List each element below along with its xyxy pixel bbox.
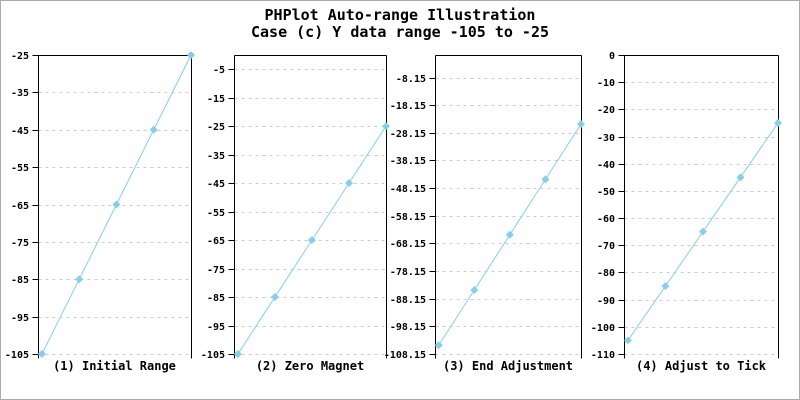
y-gridlines [38,92,192,355]
data-markers [233,122,390,358]
tick-label: -80 [597,268,615,279]
tick-label: -68.15 [390,239,426,250]
y-ticks: 0 -10 -20 -30 -40 -50 -60 -70 -80 -90 -100 -110 [591,51,625,361]
y-gridlines [435,78,582,355]
tick-label: -55 [11,163,29,174]
tick-label: -40 [597,160,615,171]
diamond-marker [75,275,84,284]
tick-label: -78.15 [390,267,426,278]
chart-title-line2: Case (c) Y data range -105 to -25 [250,23,549,41]
diamond-marker [736,173,745,182]
tick-label: -100 [591,323,615,334]
diamond-marker [149,125,158,134]
axes [624,55,779,359]
tick-label: 0 [609,51,615,62]
diamond-marker [307,236,316,245]
axes [435,55,582,359]
tick-label: -28.15 [390,129,426,140]
tick-label: -65 [11,201,29,212]
data-markers [623,118,782,345]
axes [234,55,387,359]
y-gridlines [624,82,779,355]
tick-label: -48.15 [390,184,426,195]
tick-label: -105 [5,350,29,361]
tick-label: -88.15 [390,295,426,306]
diamond-marker [541,175,550,184]
tick-label: -105 [201,350,225,361]
subplot-3-caption: (3) End Adjustment [442,359,574,373]
tick-label: -90 [597,296,615,307]
tick-label: -38.15 [390,156,426,167]
tick-label: -65 [207,236,225,247]
diamond-marker [661,282,670,291]
diamond-marker [623,336,632,345]
tick-label: -25 [11,51,29,62]
y-gridlines [234,69,387,355]
tick-label: -58.15 [390,212,426,223]
tick-label: -45 [207,179,225,190]
diamond-marker [577,120,585,129]
subplot-4-caption: (4) Adjust to Tick [635,359,767,373]
subplot-1: -25 -35 -45 -55 -65 -75 -85 -95 -105 [5,51,195,361]
tick-label: -5 [213,65,225,76]
subplot-2-caption: (2) Zero Magnet [255,359,365,373]
diamond-marker [344,179,353,188]
y-ticks: -5 -15 -25 -35 -45 -55 -65 -75 -85 -95 -105 [201,65,235,361]
subplot-4: 0 -10 -20 -30 -40 -50 -60 -70 -80 -90 -100 -110 [591,51,782,361]
subplot-1-caption: (1) Initial Range [53,359,176,373]
subplot-2: -5 -15 -25 -35 -45 -55 -65 -75 -85 -95 -105 [201,55,390,361]
tick-label: -20 [597,105,615,116]
diamond-marker [698,227,707,236]
tick-label: -108.15 [384,350,426,361]
tick-label: -10 [597,78,615,89]
chart-title-line1: PHPlot Auto-range Illustration [264,6,536,24]
diamond-marker [112,200,121,209]
diamond-marker [270,293,279,302]
diamond-marker [233,350,242,358]
tick-label: -75 [207,265,225,276]
tick-label: -70 [597,241,615,252]
diamond-marker [187,51,195,59]
tick-label: -85 [11,275,29,286]
diamond-marker [774,118,782,127]
tick-label: -95 [207,322,225,333]
tick-label: -60 [597,214,615,225]
tick-label: -55 [207,208,225,219]
tick-label: -98.15 [390,322,426,333]
y-ticks: -25 -35 -45 -55 -65 -75 -85 -95 -105 [5,51,39,361]
tick-label: -45 [11,126,29,137]
tick-label: -110 [591,350,615,361]
subplot-3: -8.15 -18.15 -28.15 -38.15 -48.15 -58.15 -68.1… [384,55,585,361]
diamond-marker [382,122,390,131]
tick-label: -8.15 [396,74,426,85]
tick-label: -50 [597,187,615,198]
tick-label: -85 [207,293,225,304]
tick-label: -25 [207,122,225,133]
tick-label: -18.15 [390,101,426,112]
tick-label: -35 [11,88,29,99]
diamond-marker [505,230,514,239]
tick-label: -75 [11,238,29,249]
data-markers [37,51,195,358]
y-ticks: -8.15 -18.15 -28.15 -38.15 -48.15 -58.15 -68.1… [384,74,436,361]
tick-label: -15 [207,94,225,105]
tick-label: -30 [597,133,615,144]
diamond-marker [470,285,479,294]
diamond-marker [37,350,46,358]
tick-label: -95 [11,313,29,324]
data-markers [434,120,585,350]
diamond-marker [434,341,443,350]
axes [38,55,192,359]
tick-label: -35 [207,151,225,162]
